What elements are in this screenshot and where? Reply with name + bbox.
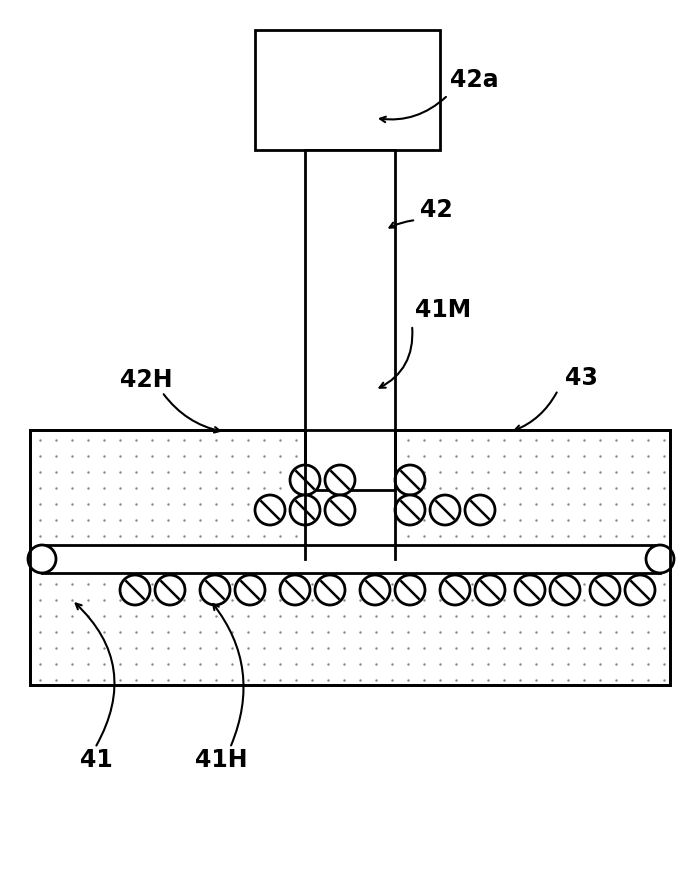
Circle shape — [28, 545, 56, 573]
Bar — [30, 430, 670, 685]
Text: 42H: 42H — [120, 368, 173, 392]
Circle shape — [515, 575, 545, 605]
Circle shape — [395, 495, 425, 525]
Circle shape — [360, 575, 390, 605]
Text: 41H: 41H — [195, 748, 247, 772]
Circle shape — [235, 575, 265, 605]
Circle shape — [430, 495, 460, 525]
Bar — [255, 30, 440, 150]
Text: 41: 41 — [80, 748, 113, 772]
Text: 43: 43 — [565, 366, 598, 390]
Text: 42a: 42a — [450, 68, 498, 92]
Text: 42: 42 — [420, 198, 453, 222]
Circle shape — [280, 575, 310, 605]
Circle shape — [120, 575, 150, 605]
Circle shape — [155, 575, 185, 605]
Bar — [305, 430, 395, 559]
Bar — [305, 150, 395, 490]
Circle shape — [440, 575, 470, 605]
Circle shape — [315, 575, 345, 605]
Circle shape — [625, 575, 655, 605]
Circle shape — [590, 575, 620, 605]
Circle shape — [465, 495, 495, 525]
Circle shape — [255, 495, 285, 525]
Circle shape — [550, 575, 580, 605]
Circle shape — [325, 465, 355, 495]
Circle shape — [200, 575, 230, 605]
Circle shape — [646, 545, 674, 573]
Text: 41M: 41M — [415, 298, 471, 322]
Circle shape — [290, 465, 320, 495]
Circle shape — [475, 575, 505, 605]
Circle shape — [325, 495, 355, 525]
Circle shape — [290, 495, 320, 525]
Circle shape — [395, 465, 425, 495]
Bar — [42, 545, 660, 573]
Circle shape — [395, 575, 425, 605]
